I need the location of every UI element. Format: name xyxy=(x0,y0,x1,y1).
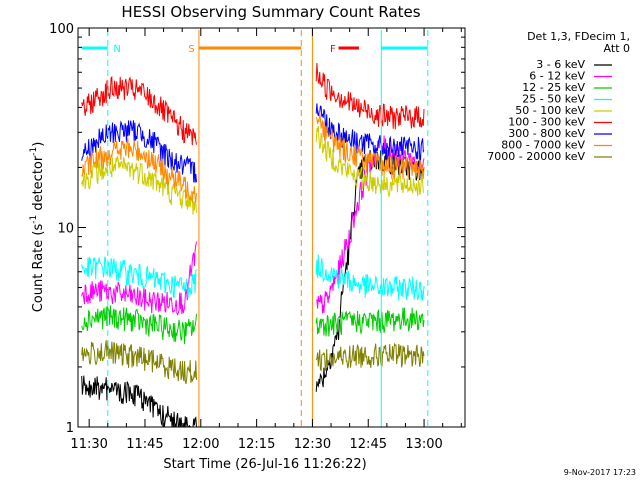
x-tick-label-2: 12:00 xyxy=(182,437,219,452)
legend-label-7: 800 - 7000 keV xyxy=(501,139,585,152)
flag-label-1: S xyxy=(188,44,194,55)
legend-label-4: 50 - 100 keV xyxy=(515,104,585,117)
series-3-segment-0 xyxy=(81,256,197,299)
y-axis-label-main: Count Rate (s xyxy=(31,224,46,313)
series-2-segment-0 xyxy=(81,305,197,345)
x-tick-label-6: 13:00 xyxy=(405,437,442,452)
y-axis-label-sup1: -1 xyxy=(29,215,39,224)
series-0-segment-0 xyxy=(81,375,197,428)
y-axis-label-sup2: -1 xyxy=(29,147,39,156)
series-6-segment-0 xyxy=(81,120,197,183)
flag-label-2: F xyxy=(330,44,336,55)
series-8 xyxy=(81,340,425,385)
series-7-segment-1 xyxy=(315,111,425,180)
series-7-segment-0 xyxy=(81,137,197,203)
series-2 xyxy=(81,305,425,345)
x-tick-label-5: 12:45 xyxy=(350,437,387,452)
footer-date: 9-Nov-2017 17:23 xyxy=(564,468,636,477)
flag-label-0: N xyxy=(113,44,120,55)
series-layer xyxy=(81,62,425,428)
x-axis-label: Start Time (26-Jul-16 11:26:22) xyxy=(163,457,366,472)
legend-label-8: 7000 - 20000 keV xyxy=(487,150,585,163)
y-tick-label-1: 10 xyxy=(57,222,74,237)
axis-layer: 11:30 11:45 12:00 12:15 12:30 12:45 13:00 1 10 10… xyxy=(49,22,465,452)
series-1-segment-0 xyxy=(81,241,197,316)
y-axis-label-mid: detector xyxy=(31,155,46,215)
x-tick-label-4: 12:30 xyxy=(294,437,331,452)
series-3-segment-1 xyxy=(315,254,425,301)
series-6-segment-1 xyxy=(315,103,425,161)
x-tick-label-1: 11:45 xyxy=(126,437,163,452)
series-4 xyxy=(81,126,425,215)
series-8-segment-0 xyxy=(81,340,197,385)
legend-header-line2: Att 0 xyxy=(604,42,630,55)
series-4-segment-0 xyxy=(81,155,197,215)
series-5 xyxy=(81,62,425,146)
series-4-segment-1 xyxy=(315,126,425,199)
x-tick-label-0: 11:30 xyxy=(70,437,107,452)
series-8-segment-1 xyxy=(315,342,425,372)
y-tick-label-2: 100 xyxy=(49,22,74,37)
series-2-segment-1 xyxy=(315,307,425,337)
chart-title: HESSI Observing Summary Count Rates xyxy=(121,3,420,21)
legend-header-line1: Det 1,3, FDecim 1, xyxy=(527,30,630,43)
series-6 xyxy=(81,103,425,183)
y-tick-label-0: 1 xyxy=(66,421,74,436)
y-axis-label: Count Rate (s-1 detector-1) xyxy=(29,142,46,313)
legend-label-1: 6 - 12 keV xyxy=(529,70,585,83)
x-tick-label-3: 12:15 xyxy=(238,437,275,452)
legend-label-3: 25 - 50 keV xyxy=(522,93,585,106)
series-5-segment-0 xyxy=(81,76,197,146)
series-3 xyxy=(81,254,425,301)
legend-label-6: 300 - 800 keV xyxy=(508,127,585,140)
y-axis-label-end: ) xyxy=(31,142,46,147)
legend-label-5: 100 - 300 keV xyxy=(508,116,585,129)
series-5-segment-1 xyxy=(315,62,425,130)
legend-label-2: 12 - 25 keV xyxy=(522,81,585,94)
legend-label-0: 3 - 6 keV xyxy=(536,58,585,71)
series-7 xyxy=(81,111,425,203)
